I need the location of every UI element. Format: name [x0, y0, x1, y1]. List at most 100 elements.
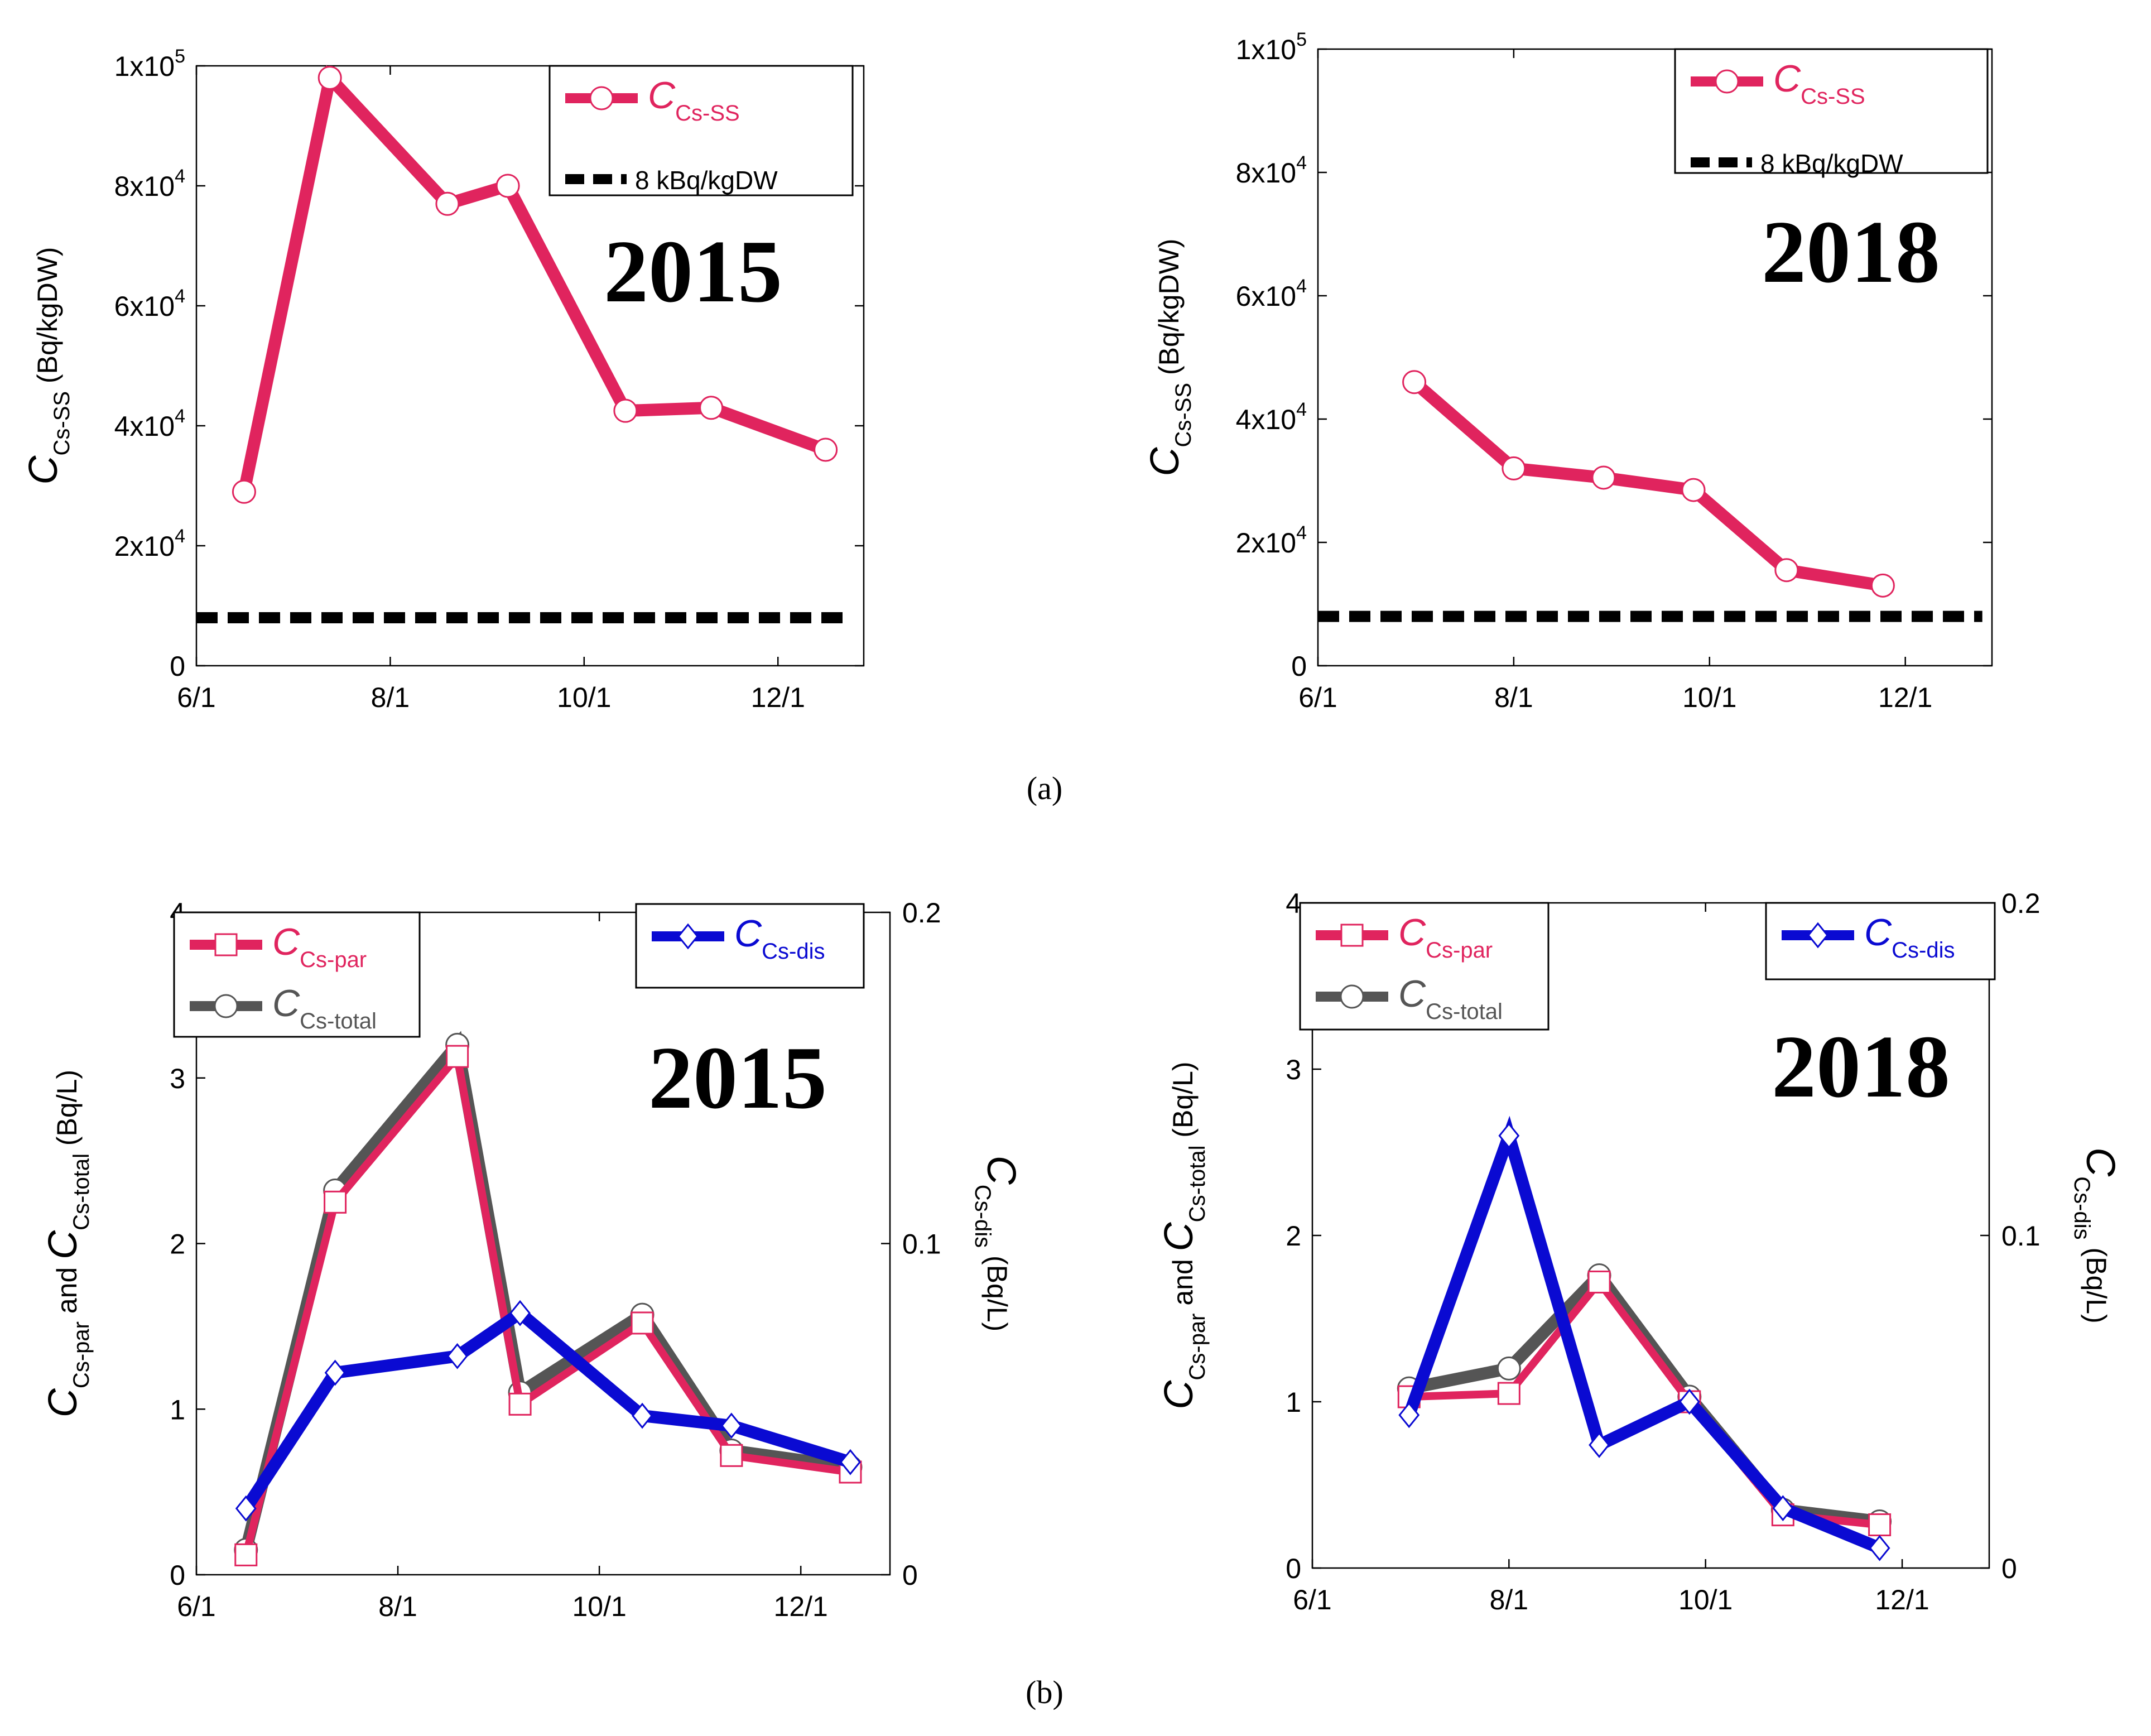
legend-marker-0 — [1715, 69, 1739, 94]
y-tick-label: 1x105 — [1236, 29, 1307, 65]
y-tick-label: 4x104 — [1236, 399, 1307, 435]
data-point-dis — [509, 1300, 531, 1326]
x-tick-label: 12/1 — [1875, 1584, 1929, 1615]
x-tick-label: 12/1 — [1878, 682, 1932, 713]
year-label: 2015 — [604, 222, 782, 321]
y-axis-label: CCs-par and CCs-total (Bq/L) — [41, 1070, 94, 1417]
y2-tick-label: 0.2 — [902, 897, 941, 929]
legend-label-1: 8 kBq/kgDW — [635, 166, 778, 195]
y-tick-label: 8x104 — [1236, 152, 1307, 189]
year-label: 2018 — [1762, 202, 1940, 301]
data-point-dis — [840, 1449, 861, 1475]
data-point-par — [234, 1543, 258, 1566]
data-point-ss — [814, 437, 838, 462]
panel-label-a: (a) — [1027, 770, 1062, 806]
legend-label-0: CCs-dis — [1864, 911, 1955, 963]
chart-a-2018: 6/1 8/1 10/1 12/1 0 2x104 4x104 6x104 8x104 1x105… — [1143, 29, 1993, 713]
y-tick-label: 2x104 — [1236, 522, 1307, 559]
data-point-par — [1497, 1382, 1520, 1405]
y-tick-label: 2 — [170, 1229, 185, 1260]
data-point-dis — [632, 1402, 653, 1429]
x-tick-label: 8/1 — [378, 1591, 417, 1622]
y-tick-label: 1 — [1286, 1387, 1301, 1418]
y-tick-label: 4 — [1286, 888, 1301, 919]
legend-label-1: 8 kBq/kgDW — [1760, 149, 1903, 178]
year-label: 2018 — [1772, 1017, 1950, 1116]
data-point-dis — [1498, 1122, 1520, 1149]
y2-axis-label: CCs-dis (Bq/L) — [2070, 1147, 2123, 1323]
data-point-par — [1587, 1270, 1611, 1293]
chart-a-2015: 6/1 8/1 10/1 12/1 0 2x104 4x104 6x104 8x104 1x105… — [21, 46, 865, 713]
legend-marker-0 — [1340, 924, 1364, 947]
y-axis-label: CCs-SS (Bq/kgDW) — [21, 247, 74, 485]
y-tick-label: 3 — [1286, 1054, 1301, 1085]
x-tick-label: 8/1 — [1490, 1584, 1529, 1615]
y-tick-label: 0 — [170, 1560, 185, 1591]
y-tick-label: 8x104 — [114, 166, 185, 202]
x-tick-label: 12/1 — [751, 682, 805, 713]
data-point-ss — [613, 398, 638, 423]
data-point-par — [508, 1392, 532, 1416]
data-point-ss — [495, 174, 520, 198]
y-tick-label: 1x105 — [114, 46, 185, 82]
x-tick-label: 10/1 — [557, 682, 611, 713]
legend-label-0: CCs-par — [1398, 911, 1493, 963]
y-tick-label: 2x104 — [114, 526, 185, 562]
data-point-par — [631, 1311, 654, 1335]
y2-tick-label: 0.2 — [2001, 888, 2041, 919]
data-point-ss — [435, 191, 460, 216]
plot-frame — [195, 65, 865, 667]
data-point-par — [720, 1444, 743, 1467]
x-tick-label: 10/1 — [572, 1591, 626, 1622]
y-axis-label: CCs-par and CCs-total (Bq/L) — [1157, 1061, 1210, 1409]
data-point-dis — [1589, 1432, 1610, 1458]
data-point-dis — [324, 1359, 346, 1386]
legend-marker-0 — [677, 923, 699, 950]
y-tick-label: 0 — [170, 651, 185, 682]
data-point-ss — [1774, 558, 1799, 583]
data-point-par — [1868, 1513, 1892, 1537]
data-point-ss — [1402, 370, 1427, 395]
plot-frame — [1317, 48, 1993, 667]
y-tick-label: 2 — [1286, 1220, 1301, 1252]
x-tick-label: 6/1 — [177, 1591, 216, 1622]
legend-marker-0 — [1807, 922, 1828, 949]
legend-marker-0 — [589, 86, 614, 110]
data-point-dis — [1772, 1495, 1794, 1522]
data-point-par — [324, 1190, 347, 1214]
legend-marker-1 — [1340, 984, 1364, 1009]
y-tick-label: 6x104 — [114, 286, 185, 322]
data-point-ss — [1502, 456, 1526, 480]
y2-tick-label: 0 — [2001, 1553, 2017, 1584]
y2-tick-label: 0.1 — [2001, 1220, 2041, 1252]
series-line-par — [1409, 1276, 1880, 1529]
y-tick-label: 4x104 — [114, 406, 185, 442]
y-axis-label: CCs-SS (Bq/kgDW) — [1143, 239, 1196, 477]
legend-box — [173, 911, 421, 1038]
year-label: 2015 — [648, 1028, 827, 1127]
x-tick-label: 6/1 — [1293, 1584, 1332, 1615]
y-tick-label: 3 — [170, 1063, 185, 1094]
data-point-ss — [1681, 478, 1706, 502]
legend-label-1: CCs-total — [272, 982, 377, 1033]
series-line-dis — [1403, 1115, 1882, 1554]
series-line-par — [242, 1047, 851, 1556]
series-line-dis — [240, 1305, 853, 1512]
legend-box — [1765, 902, 1996, 980]
y2-axis-label: CCs-dis (Bq/L) — [970, 1156, 1023, 1331]
data-point-dis — [720, 1412, 742, 1439]
x-tick-label: 10/1 — [1678, 1584, 1733, 1615]
legend-label-0: CCs-dis — [734, 912, 825, 964]
data-point-dis — [1869, 1535, 1890, 1561]
x-tick-label: 12/1 — [774, 1591, 828, 1622]
data-point-ss — [1591, 465, 1616, 490]
legend-marker-0 — [214, 933, 238, 956]
data-point-dis — [446, 1343, 468, 1369]
x-tick-label: 10/1 — [1682, 682, 1736, 713]
legend-label-1: CCs-total — [1398, 973, 1503, 1024]
panel-label-b: (b) — [1026, 1674, 1064, 1710]
legend-label-0: CCs-SS — [648, 74, 740, 126]
series-line-total — [1408, 1266, 1880, 1528]
